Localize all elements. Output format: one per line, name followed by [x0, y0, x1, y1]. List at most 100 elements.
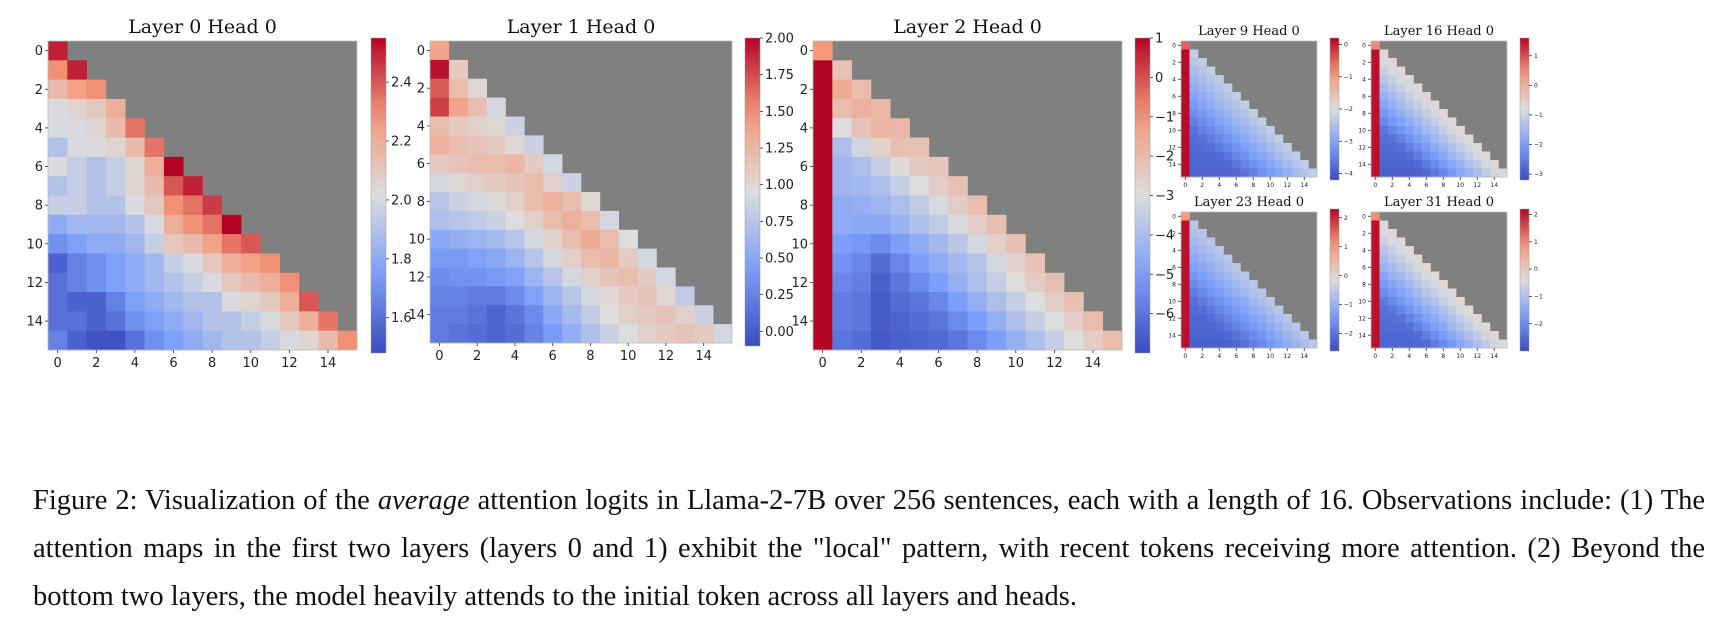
heatmap-cell: [1388, 143, 1397, 152]
y-tick-label: 8: [1172, 110, 1176, 117]
heatmap-cell: [486, 210, 506, 231]
heatmap-cell: [163, 156, 184, 177]
colorbar-tick-label: −1: [1344, 302, 1353, 309]
heatmap-cell: [1189, 143, 1199, 152]
heatmap-cell: [1291, 168, 1301, 178]
heatmap-cell: [467, 154, 487, 174]
heatmap-cell: [1413, 151, 1423, 161]
heatmap-cell: [48, 311, 68, 331]
heatmap-cell: [67, 60, 87, 80]
heatmap-cell: [986, 253, 1007, 274]
heatmap-cell: [67, 98, 87, 119]
heatmap-cell: [713, 324, 733, 344]
heatmap-cell: [1189, 271, 1199, 281]
heatmap-cell: [1379, 314, 1389, 323]
heatmap-cell: [105, 176, 126, 196]
heatmap-cell: [1388, 314, 1397, 323]
heatmap-cell: [1274, 134, 1284, 144]
heatmap-cell: [125, 176, 145, 196]
heatmap-cell: [1439, 151, 1448, 161]
heatmap-cell: [1405, 109, 1414, 118]
heatmap-cell: [1240, 126, 1250, 135]
heatmap-cell: [1430, 288, 1440, 298]
heatmap-cell: [144, 214, 165, 235]
heatmap-cell: [928, 214, 949, 235]
heatmap-cell: [1379, 271, 1389, 281]
heatmap-cell: [1371, 314, 1380, 323]
heatmap-cell: [486, 324, 506, 344]
heatmap-cell: [1240, 109, 1250, 118]
heatmap-cell: [832, 214, 852, 235]
heatmap-cell: [1430, 143, 1440, 152]
heatmap-cell: [1413, 160, 1423, 169]
heatmap-cell: [202, 214, 223, 235]
heatmap-cell: [183, 253, 203, 274]
heatmap-cell: [486, 97, 506, 117]
heatmap-frame: [1180, 211, 1318, 349]
heatmap-cell: [1223, 280, 1233, 289]
heatmap-cell: [890, 156, 910, 177]
heatmap-cell: [67, 272, 87, 293]
heatmap-cell: [1283, 143, 1292, 152]
heatmap-cell: [1232, 322, 1241, 332]
heatmap-cell: [870, 272, 891, 293]
y-tick-label: 0: [1172, 42, 1176, 49]
heatmap-cell: [1283, 168, 1292, 178]
heatmap-cell: [813, 156, 833, 177]
colorbar-tick-label: −2: [1344, 331, 1353, 338]
heatmap-cell: [1283, 314, 1292, 323]
heatmap-cell: [851, 176, 872, 196]
heatmap-cell: [1456, 151, 1465, 161]
heatmap-cell: [1388, 168, 1397, 178]
heatmap-cell: [1025, 292, 1046, 312]
heatmap-cell: [1396, 151, 1406, 161]
heatmap-cell: [125, 311, 145, 331]
heatmap-cell: [1422, 92, 1431, 101]
heatmap-cell: [1215, 246, 1224, 255]
heatmap-cell: [221, 272, 242, 293]
heatmap-cell: [163, 253, 184, 274]
heatmap-cell: [1266, 339, 1275, 349]
heatmap-cell: [813, 195, 833, 216]
heatmap-cell: [1388, 75, 1397, 84]
heatmap-cell: [967, 311, 988, 331]
heatmap-cell: [1274, 160, 1284, 169]
heatmap-cell: [1006, 311, 1026, 331]
heatmap-cell: [1388, 92, 1397, 101]
y-tick-label: 4: [417, 119, 425, 134]
heatmap-cell: [1379, 83, 1389, 93]
x-tick-label: 6: [169, 356, 177, 371]
heatmap-cell: [505, 305, 525, 325]
heatmap-cell: [48, 195, 68, 216]
heatmap-cell: [1481, 339, 1491, 349]
heatmap-cell: [1396, 263, 1406, 272]
colorbar-tick-label: −3: [1155, 189, 1174, 204]
heatmap-cell: [1379, 339, 1389, 349]
colorbar-tick-label: 1.8: [391, 252, 412, 267]
heatmap-cell: [1405, 314, 1414, 323]
heatmap-cell: [1283, 331, 1292, 340]
x-tick-label: 12: [1046, 356, 1063, 371]
y-tick-label: 6: [1362, 93, 1366, 100]
heatmap-cell: [1447, 160, 1457, 169]
heatmap-cell: [163, 234, 184, 254]
heatmap-title: Layer 23 Head 0: [1194, 195, 1304, 210]
heatmap-cell: [1266, 168, 1275, 178]
heatmap-cell: [1189, 314, 1199, 323]
colorbar-tick-label: −5: [1155, 268, 1174, 283]
heatmap-cell: [1439, 297, 1448, 306]
x-tick-label: 6: [1234, 353, 1238, 360]
y-tick-label: 4: [1172, 76, 1176, 83]
heatmap-cell: [1371, 220, 1380, 230]
y-tick-label: 12: [1358, 144, 1366, 151]
heatmap-cell: [1223, 151, 1233, 161]
heatmap-cell: [909, 214, 930, 235]
heatmap-cell: [1473, 143, 1482, 152]
heatmap-cell: [1274, 339, 1284, 349]
heatmap-cell: [1396, 280, 1406, 289]
heatmap-cell: [581, 324, 601, 344]
heatmap-cell: [948, 195, 968, 216]
heatmap-cell: [1249, 339, 1258, 349]
heatmap-cell: [1439, 160, 1448, 169]
heatmap-cell: [67, 79, 87, 100]
